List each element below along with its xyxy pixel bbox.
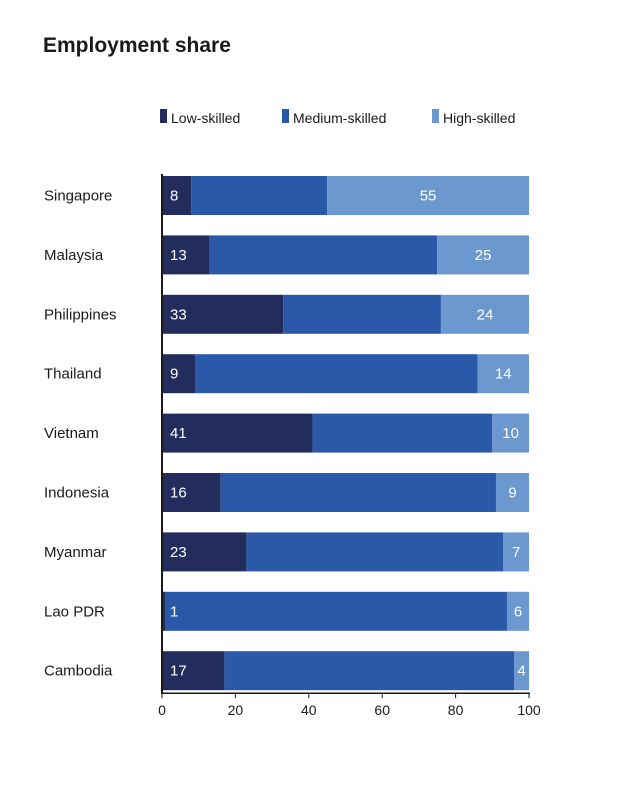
- category-label-singapore: Singapore: [44, 188, 112, 205]
- category-label-cambodia: Cambodia: [44, 663, 113, 680]
- bar-cambodia-low-skilled: [162, 651, 225, 691]
- data-label-singapore-low-skilled: 8: [170, 188, 178, 205]
- data-label-myanmar-low-skilled: 23: [170, 544, 187, 561]
- data-label-lao-pdr-low-skilled: 1: [170, 603, 178, 620]
- bar-myanmar-low-skilled: [162, 532, 247, 572]
- category-label-indonesia: Indonesia: [44, 485, 110, 502]
- bar-malaysia-high-skilled: [437, 235, 529, 275]
- data-label-indonesia-high-skilled: 9: [508, 485, 516, 502]
- bar-cambodia-high-skilled: [514, 651, 529, 691]
- data-label-vietnam-low-skilled: 41: [170, 425, 187, 442]
- bar-thailand-medium-skilled: [195, 354, 478, 394]
- data-label-philippines-low-skilled: 33: [170, 306, 187, 323]
- data-label-lao-pdr-high-skilled: 6: [514, 603, 522, 620]
- category-label-malaysia: Malaysia: [44, 247, 104, 264]
- x-tick-label-100: 100: [517, 702, 541, 718]
- legend-swatch-medium-skilled: [282, 109, 289, 123]
- bar-singapore-high-skilled: [327, 176, 529, 215]
- bar-thailand-high-skilled: [477, 354, 529, 394]
- x-tick-label-20: 20: [228, 702, 244, 718]
- category-label-lao-pdr: Lao PDR: [44, 603, 105, 620]
- bar-lao-pdr-low-skilled: [162, 591, 166, 631]
- legend-label-medium-skilled: Medium-skilled: [293, 110, 386, 126]
- data-label-myanmar-high-skilled: 7: [512, 544, 520, 561]
- bar-vietnam-high-skilled: [492, 413, 529, 453]
- category-label-thailand: Thailand: [44, 366, 102, 383]
- bar-vietnam-medium-skilled: [312, 413, 493, 453]
- bar-indonesia-high-skilled: [495, 473, 529, 512]
- data-label-philippines-high-skilled: 24: [477, 306, 494, 323]
- bar-myanmar-high-skilled: [503, 532, 529, 572]
- bar-malaysia-medium-skilled: [209, 235, 438, 275]
- category-label-vietnam: Vietnam: [44, 425, 99, 442]
- bar-singapore-low-skilled: [162, 176, 192, 215]
- bar-indonesia-low-skilled: [162, 473, 221, 512]
- data-label-malaysia-low-skilled: 13: [170, 247, 187, 264]
- legend-label-high-skilled: High-skilled: [443, 110, 515, 126]
- bar-cambodia-medium-skilled: [224, 651, 515, 691]
- data-label-thailand-high-skilled: 14: [495, 366, 512, 383]
- x-tick-label-60: 60: [374, 702, 390, 718]
- category-labels: Singapore Malaysia Philippines Thailand Viet…: [44, 188, 117, 680]
- category-label-myanmar: Myanmar: [44, 544, 107, 561]
- bar-lao-pdr-medium-skilled: [165, 591, 507, 631]
- data-label-cambodia-low-skilled: 17: [170, 663, 187, 680]
- data-label-indonesia-low-skilled: 16: [170, 485, 187, 502]
- legend-label-low-skilled: Low-skilled: [171, 110, 240, 126]
- legend-swatch-low-skilled: [160, 109, 167, 123]
- data-label-cambodia-high-skilled: 4: [517, 663, 525, 680]
- bar-lao-pdr-high-skilled: [506, 591, 529, 631]
- data-label-thailand-low-skilled: 9: [170, 366, 178, 383]
- data-label-malaysia-high-skilled: 25: [475, 247, 492, 264]
- data-label-singapore-high-skilled: 55: [420, 188, 437, 205]
- bar-singapore-medium-skilled: [191, 176, 328, 215]
- x-tick-label-0: 0: [158, 702, 166, 718]
- x-axis: 0 20 40 60 80 100: [158, 174, 541, 718]
- x-tick-label-80: 80: [448, 702, 464, 718]
- bar-philippines-high-skilled: [440, 294, 529, 334]
- bar-thailand-low-skilled: [162, 354, 196, 394]
- x-tick-label-40: 40: [301, 702, 317, 718]
- bar-philippines-low-skilled: [162, 294, 284, 334]
- bar-malaysia-low-skilled: [162, 235, 210, 275]
- data-label-vietnam-high-skilled: 10: [502, 425, 519, 442]
- category-label-philippines: Philippines: [44, 306, 117, 323]
- bar-philippines-medium-skilled: [283, 294, 441, 334]
- legend-swatch-high-skilled: [432, 109, 439, 123]
- bar-vietnam-low-skilled: [162, 413, 313, 453]
- bar-indonesia-medium-skilled: [220, 473, 496, 512]
- bar-myanmar-medium-skilled: [246, 532, 504, 572]
- legend: Low-skilled Medium-skilled High-skilled: [160, 109, 515, 126]
- chart-title: Employment share: [43, 34, 231, 57]
